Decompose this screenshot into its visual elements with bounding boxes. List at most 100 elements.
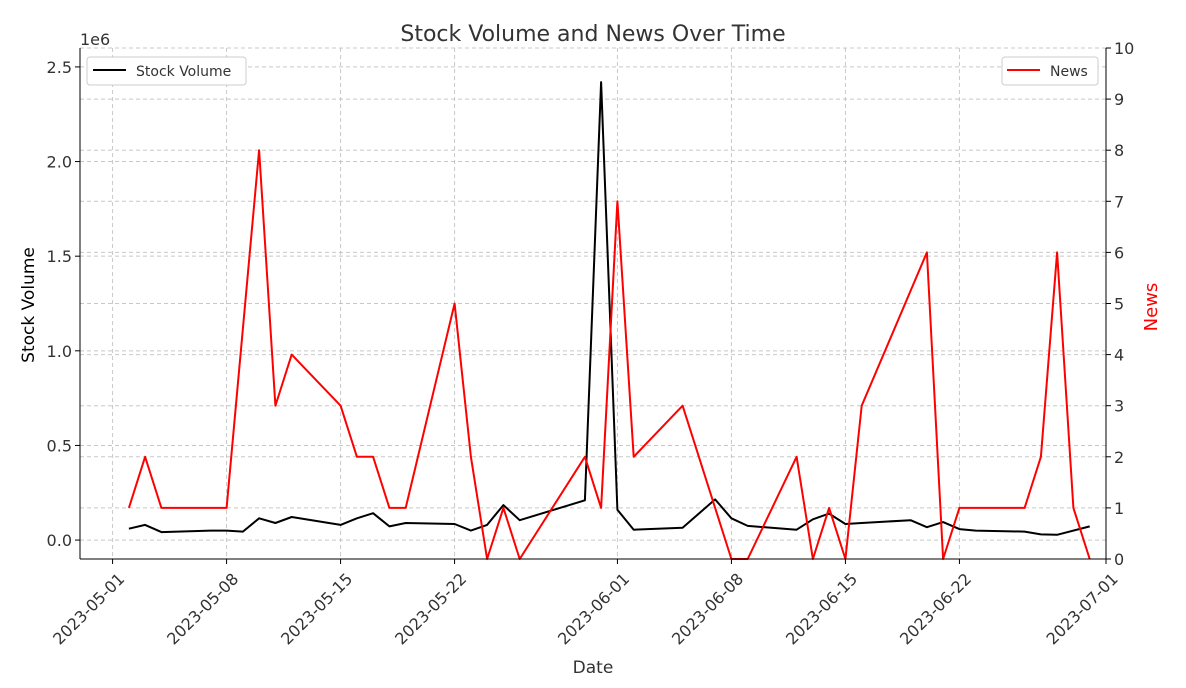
data-point [958,507,960,509]
data-point [584,456,586,458]
data-point [519,519,521,521]
y-tick-label-right: 6 [1114,243,1124,262]
data-point [861,405,863,407]
data-point [584,499,586,501]
data-point [502,507,504,509]
y-tick-label-left: 2.5 [47,58,72,77]
data-point [926,251,928,253]
data-point [747,525,749,527]
data-point [372,456,374,458]
data-point [600,81,602,83]
data-point [1023,530,1025,532]
data-point [258,517,260,519]
data-point [291,516,293,518]
x-axis-label: Date [573,658,614,678]
data-point [1089,525,1091,527]
data-point [1040,456,1042,458]
data-point [844,523,846,525]
legend-news: News [1001,56,1099,86]
data-point [1040,533,1042,535]
data-point [795,529,797,531]
data-point [128,507,130,509]
data-point [714,498,716,500]
legend-stock-volume: Stock Volume [86,56,247,86]
data-point [616,509,618,511]
y-tick-label-right: 3 [1114,397,1124,416]
data-point [1056,251,1058,253]
data-point [405,507,407,509]
data-point [633,456,635,458]
y-tick-label-right: 7 [1114,192,1124,211]
data-point [339,405,341,407]
data-point [128,528,130,530]
y-tick-label-left: 0.0 [47,531,72,550]
data-point [975,529,977,531]
data-point [388,525,390,527]
data-point [681,405,683,407]
data-point [616,200,618,202]
y-tick-label-right: 4 [1114,346,1124,365]
data-point [828,507,830,509]
data-point [1056,534,1058,536]
data-point [144,456,146,458]
y-tick-label-right: 9 [1114,90,1124,109]
data-point [242,530,244,532]
y-tick-label-left: 0.5 [47,436,72,455]
data-point [600,507,602,509]
data-point [1023,507,1025,509]
legend-box [1001,56,1099,86]
data-point [730,517,732,519]
data-point [926,526,928,528]
data-point [274,522,276,524]
data-point [405,522,407,524]
data-point [160,507,162,509]
data-point [861,522,863,524]
y-tick-label-right: 0 [1114,550,1124,569]
data-point [633,529,635,531]
data-point [339,524,341,526]
data-point [453,302,455,304]
y-tick-label-right: 2 [1114,448,1124,467]
data-point [958,528,960,530]
data-point [144,524,146,526]
data-point [909,519,911,521]
data-point [225,507,227,509]
data-point [209,529,211,531]
data-point [225,529,227,531]
y-tick-label-left: 2.0 [47,153,72,172]
y-axis-multiplier: 1e6 [80,30,110,49]
data-point [812,518,814,520]
legend-label-stock-volume: Stock Volume [136,64,231,80]
chart-title: Stock Volume and News Over Time [400,22,785,47]
data-point [291,353,293,355]
y-axis-label-right: News [1141,283,1162,332]
data-point [356,456,358,458]
data-point [372,512,374,514]
legend-label-news: News [1050,64,1088,80]
data-point [356,517,358,519]
legend-box [86,56,247,86]
data-point [160,531,162,533]
data-point [388,507,390,509]
data-point [453,523,455,525]
data-point [1072,507,1074,509]
y-tick-label-right: 10 [1114,39,1134,58]
data-point [942,521,944,523]
series-line-stock-volume [128,81,1090,536]
y-tick-label-right: 8 [1114,141,1124,160]
y-tick-label-left: 1.5 [47,247,72,266]
data-point [502,504,504,506]
data-point [486,524,488,526]
y-tick-label-right: 5 [1114,295,1124,314]
data-point [470,529,472,531]
data-point [274,405,276,407]
data-point [470,456,472,458]
data-point [681,527,683,529]
data-point [795,456,797,458]
y-axis-label-left: Stock Volume [19,247,39,363]
y-tick-label-right: 1 [1114,499,1124,518]
data-point [258,149,260,151]
y-tick-label-left: 1.0 [47,342,72,361]
